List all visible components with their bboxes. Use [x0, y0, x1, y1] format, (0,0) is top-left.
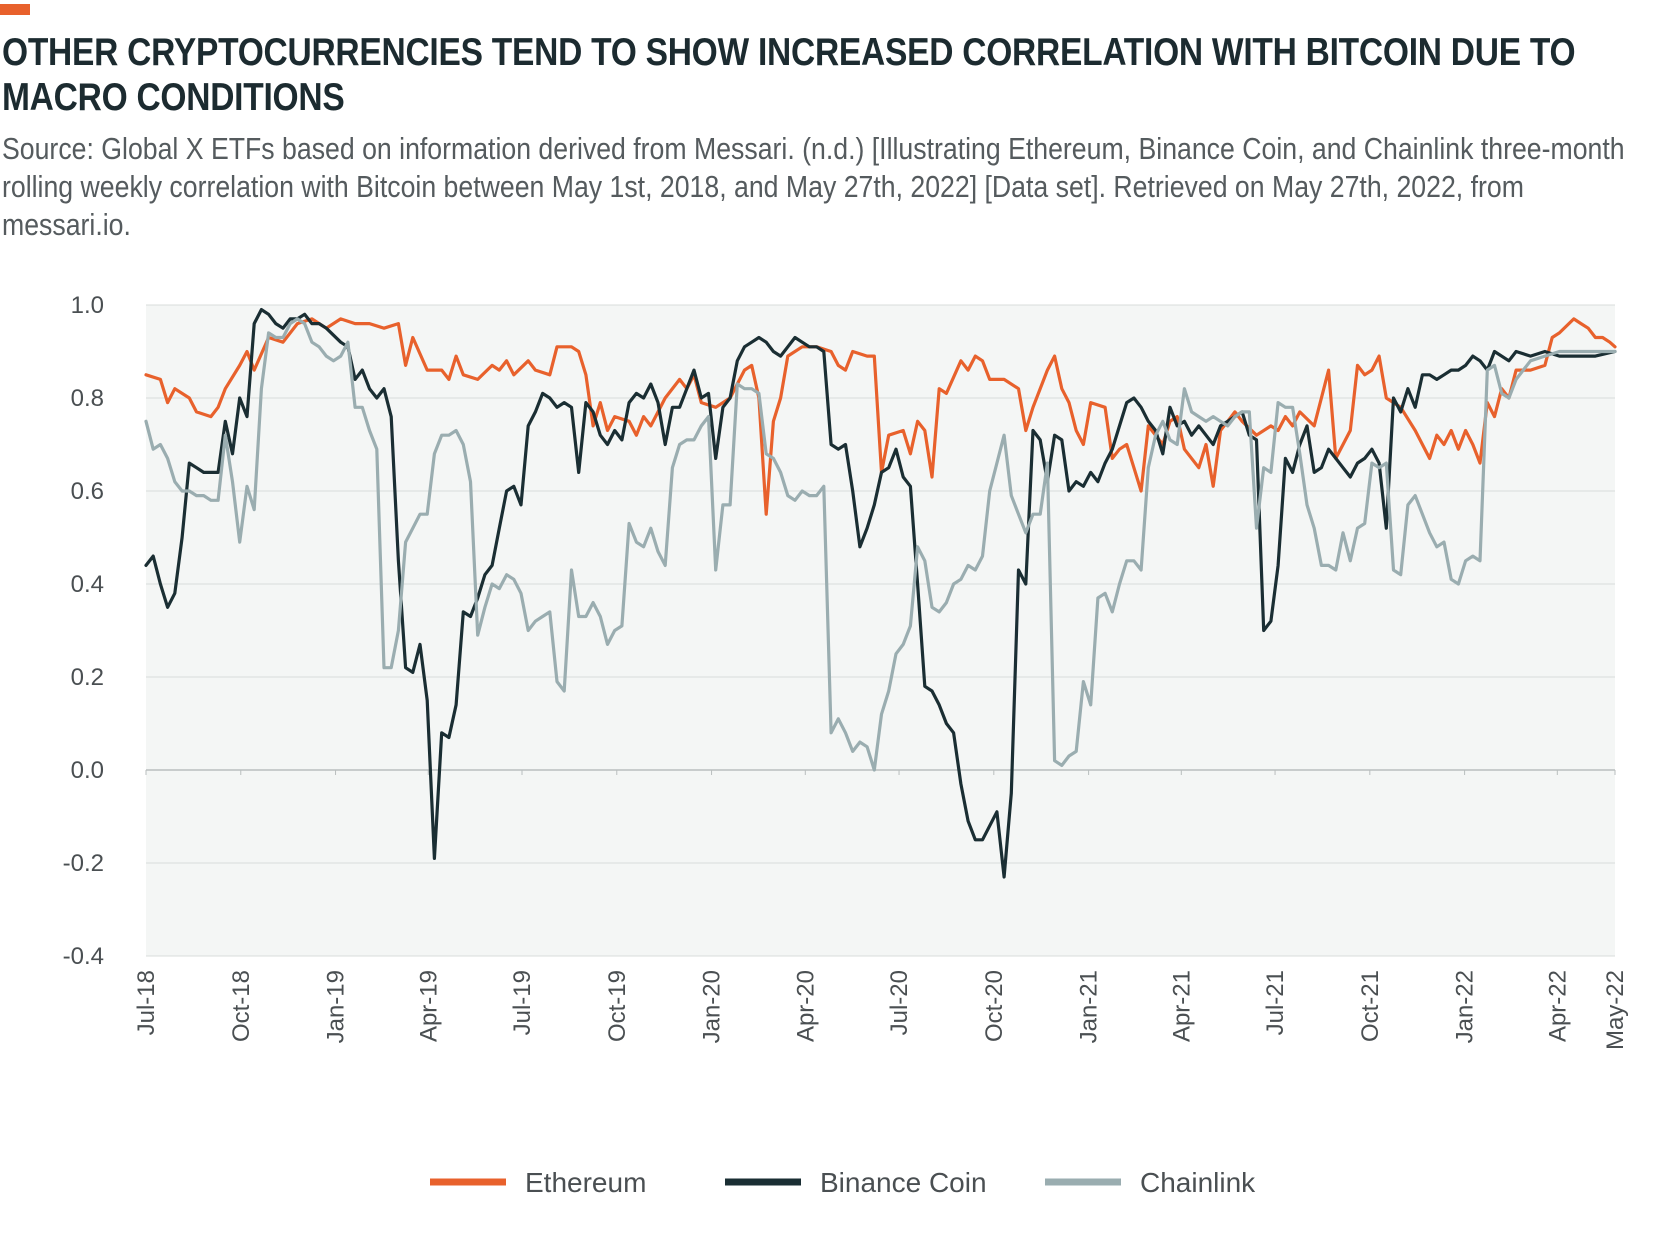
- x-tick-label: Oct-19: [604, 970, 631, 1042]
- x-axis-tick-labels: Jul-18 Oct-18 Jan-19 Apr-19 Jul-19 Oct-19 Jan-…: [133, 970, 1629, 1050]
- y-tick-label: 0.2: [71, 664, 104, 691]
- x-tick-label: Apr-21: [1168, 970, 1195, 1042]
- legend-label: Binance Coin: [820, 1167, 987, 1198]
- x-tick-label: May-22: [1602, 970, 1629, 1050]
- gridlines: [145, 304, 1616, 957]
- series-line-chainlink: [144, 317, 1617, 772]
- x-tick-label: Jan-22: [1452, 970, 1479, 1043]
- x-tick-label: Apr-20: [792, 970, 819, 1042]
- source-note: Source: Global X ETFs based on informati…: [2, 131, 1625, 242]
- y-tick-label: 0.0: [71, 757, 104, 784]
- series-line-binance-coin: [144, 308, 1617, 879]
- legend-label: Ethereum: [525, 1167, 646, 1198]
- legend: Ethereum Binance Coin Chainlink: [430, 1167, 1256, 1198]
- x-tick-label: Jan-21: [1076, 970, 1103, 1043]
- x-tick-label: Jan-20: [699, 970, 726, 1043]
- series-line-ethereum: [144, 317, 1617, 516]
- y-tick-label: -0.2: [63, 850, 104, 877]
- x-tick-label: Jul-21: [1262, 970, 1289, 1035]
- x-tick-label: Jul-19: [509, 970, 536, 1035]
- x-tick-label: Oct-21: [1357, 970, 1384, 1042]
- y-tick-label: 0.6: [71, 478, 104, 505]
- x-tick-label: Apr-19: [415, 970, 442, 1042]
- x-tick-label: Jul-20: [886, 970, 913, 1035]
- x-tick-label: Jul-18: [133, 970, 160, 1035]
- legend-label: Chainlink: [1140, 1167, 1256, 1198]
- chart-title: OTHER CRYPTOCURRENCIES TEND TO SHOW INCR…: [2, 31, 1576, 119]
- x-tick-label: Oct-20: [981, 970, 1008, 1042]
- x-tick-label: Jan-19: [323, 970, 350, 1043]
- y-tick-label: 1.0: [71, 292, 104, 319]
- y-tick-label: 0.8: [71, 385, 104, 412]
- x-tick-label: Oct-18: [228, 970, 255, 1042]
- y-tick-label: -0.4: [63, 943, 104, 970]
- x-tick-label: Apr-22: [1544, 970, 1571, 1042]
- y-tick-label: 0.4: [71, 571, 104, 598]
- series-lines: [144, 308, 1617, 879]
- y-axis-tick-labels: 1.0 0.8 0.6 0.4 0.2 0.0 -0.2 -0.4: [63, 292, 104, 970]
- accent-bar: [0, 4, 30, 15]
